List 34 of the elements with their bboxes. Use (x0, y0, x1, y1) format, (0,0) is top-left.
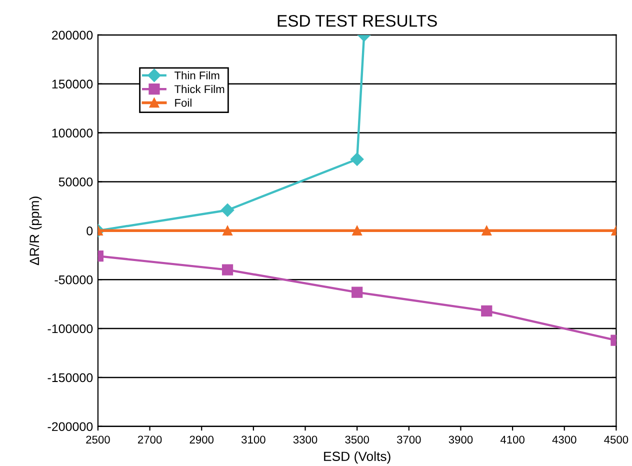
x-tick-label: 3300 (293, 436, 318, 444)
y-axis-title: ΔR/R (ppm) (29, 196, 42, 266)
y-tick-label: 200000 (52, 30, 93, 40)
point (481, 305, 492, 316)
x-tick-label: 2700 (138, 436, 162, 444)
y-tick-label: 150000 (52, 80, 93, 89)
legend-label: Thick Film (174, 84, 224, 94)
chart-title: ESD TEST RESULTS (278, 14, 437, 27)
point (352, 226, 362, 236)
y-tick-label: -200000 (48, 422, 93, 432)
point (482, 226, 492, 236)
legend-label: Foil (175, 98, 192, 107)
x-tick-label: 3500 (345, 436, 370, 444)
y-tick-label: 50000 (58, 178, 93, 186)
point (350, 152, 364, 166)
y-tick-label: -50000 (54, 275, 93, 284)
x-tick-label: 4100 (500, 436, 524, 444)
legend-label: Thin Film (174, 71, 220, 80)
x-tick-label: 3900 (448, 436, 473, 444)
y-tick-label: 100000 (52, 128, 93, 138)
x-tick-label: 3700 (396, 436, 421, 444)
x-tick-label: 4500 (604, 436, 628, 444)
x-tick-label: 2900 (190, 436, 214, 444)
y-tick-label: -100000 (48, 324, 93, 334)
x-tick-label: 4300 (552, 436, 576, 444)
point (222, 226, 232, 236)
x-axis-title: ESD (Volts) (324, 451, 390, 464)
point (220, 204, 234, 217)
point (222, 264, 234, 276)
point (352, 286, 363, 298)
y-tick-label: -150000 (48, 373, 93, 382)
x-tick-label: 2500 (86, 436, 110, 444)
x-tick-label: 3100 (242, 436, 266, 444)
y-tick-label: 0 (86, 226, 93, 236)
